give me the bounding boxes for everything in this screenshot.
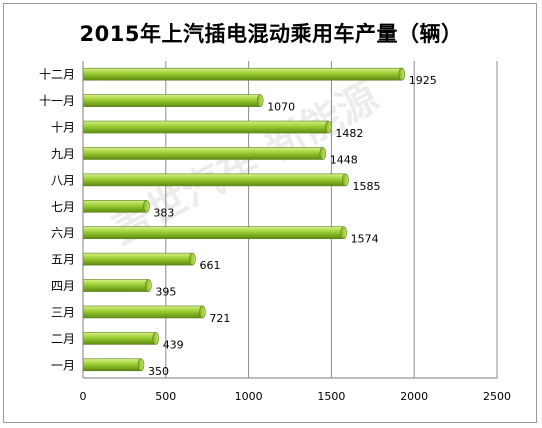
value-tick-labels: 0 500 1000 1500 2000 2500 (80, 390, 512, 403)
category-label: 八月 (51, 173, 75, 187)
bar-cap (325, 120, 332, 134)
data-label: 383 (153, 206, 174, 219)
category-label: 六月 (51, 226, 75, 240)
bar-cap (189, 252, 196, 266)
data-label: 721 (209, 312, 230, 325)
data-label: 439 (163, 338, 184, 351)
bar-cap (256, 94, 264, 107)
gridlines (165, 61, 498, 378)
bar (82, 120, 329, 134)
x-tick-label: 2000 (400, 390, 428, 403)
bar (82, 279, 149, 292)
category-label: 三月 (51, 305, 75, 319)
category-label: 十月 (51, 121, 75, 135)
bars (82, 67, 406, 372)
bar (82, 358, 142, 372)
x-tick-label: 2500 (483, 390, 511, 403)
bar (82, 173, 346, 187)
bar-cap (199, 305, 206, 319)
x-tick-label: 0 (80, 390, 87, 403)
bar (82, 94, 261, 107)
data-labels: 350 439 721 395 661 1574 383 1585 1448 1482 1070 19… (148, 74, 437, 378)
data-label: 350 (148, 365, 169, 378)
chart-title: 2015年上汽插电混动乘用车产量（辆） (79, 22, 463, 46)
bar-cap (145, 279, 152, 292)
category-label: 二月 (51, 332, 75, 346)
data-label: 1482 (335, 127, 363, 140)
category-labels: 一月 二月 三月 四月 五月 六月 七月 八月 九月 十月 十一月 十二月 (39, 68, 75, 373)
bar-cap (340, 226, 347, 240)
data-label: 661 (199, 259, 220, 272)
bar (82, 147, 324, 160)
bar (82, 305, 203, 319)
bar (82, 226, 344, 240)
bar-cap (137, 358, 145, 372)
data-label: 1585 (352, 180, 380, 193)
data-label: 1448 (330, 153, 358, 166)
category-label: 十一月 (39, 94, 75, 108)
category-label: 七月 (51, 200, 75, 214)
x-tick-label: 500 (155, 390, 176, 403)
bar-cap (152, 332, 159, 345)
bar (82, 67, 403, 81)
data-label: 1574 (351, 233, 379, 246)
category-label: 五月 (51, 253, 75, 267)
bar-cap (319, 147, 327, 160)
category-label: 四月 (51, 279, 75, 293)
bar (82, 252, 193, 266)
bar-cap (342, 173, 349, 187)
data-label: 395 (155, 286, 176, 299)
bar (82, 199, 147, 213)
x-tick-label: 1500 (317, 390, 345, 403)
bar-cap (143, 199, 150, 213)
axes (82, 61, 497, 379)
x-tick-label: 1000 (235, 390, 263, 403)
category-label: 十二月 (39, 68, 75, 82)
category-label: 一月 (51, 358, 75, 372)
bar-cap (398, 67, 406, 81)
data-label: 1070 (267, 101, 295, 114)
category-label: 九月 (51, 147, 75, 161)
bar (82, 332, 156, 345)
data-label: 1925 (409, 74, 437, 87)
